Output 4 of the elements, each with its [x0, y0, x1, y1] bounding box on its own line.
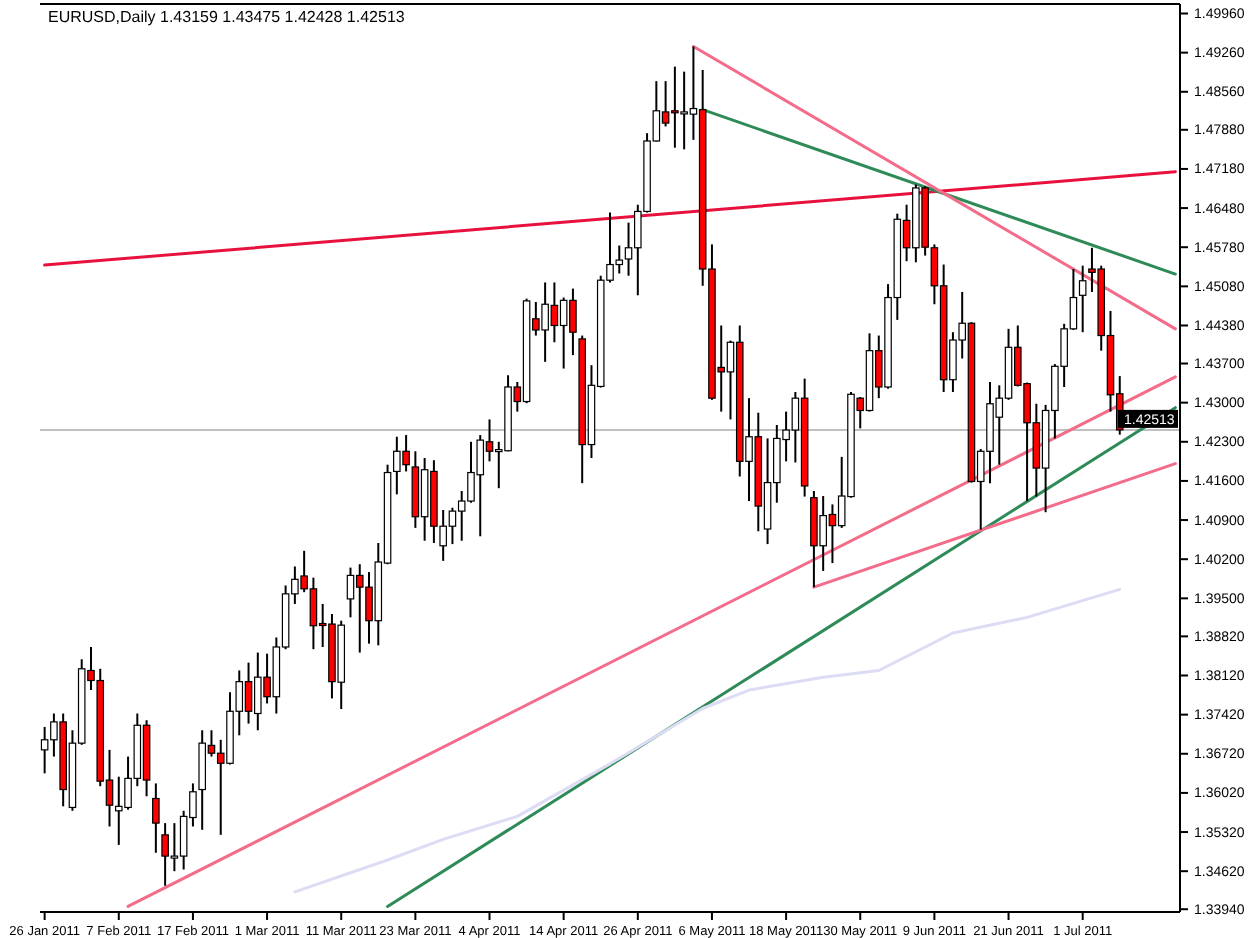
- line-series: [293, 587, 1122, 894]
- candlestick: [152, 782, 160, 854]
- candlestick: [1078, 264, 1087, 334]
- chart-title: EURUSD,Daily 1.43159 1.43475 1.42428 1.42513: [48, 8, 406, 26]
